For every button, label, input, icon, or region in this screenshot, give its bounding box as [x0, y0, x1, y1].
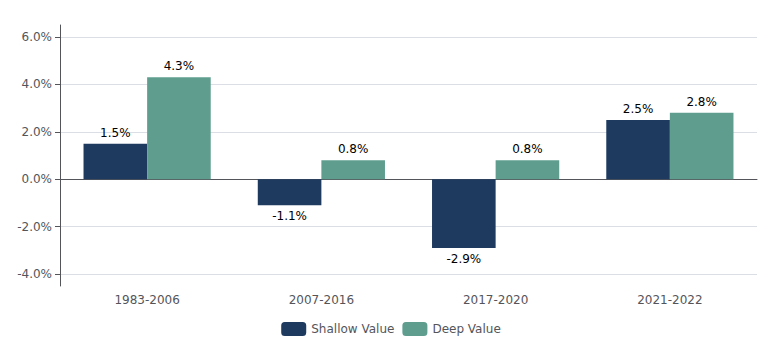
svg-text:2.0%: 2.0% [22, 125, 53, 139]
svg-text:6.0%: 6.0% [22, 30, 53, 44]
svg-text:Shallow Value: Shallow Value [311, 322, 394, 336]
svg-text:0.8%: 0.8% [512, 142, 543, 156]
svg-text:-4.0%: -4.0% [17, 267, 52, 281]
svg-text:-1.1%: -1.1% [272, 209, 307, 223]
svg-text:2017-2020: 2017-2020 [463, 293, 528, 307]
svg-text:1983-2006: 1983-2006 [114, 293, 179, 307]
svg-text:4.3%: 4.3% [164, 59, 195, 73]
svg-text:0.0%: 0.0% [22, 172, 53, 186]
svg-text:2.8%: 2.8% [686, 95, 717, 109]
svg-text:4.0%: 4.0% [22, 77, 53, 91]
svg-text:-2.9%: -2.9% [446, 252, 481, 266]
svg-text:2021-2022: 2021-2022 [637, 293, 702, 307]
svg-text:0.8%: 0.8% [338, 142, 369, 156]
svg-text:1.5%: 1.5% [100, 126, 131, 140]
svg-text:2.5%: 2.5% [623, 102, 654, 116]
svg-text:2007-2016: 2007-2016 [289, 293, 354, 307]
svg-text:Deep Value: Deep Value [432, 322, 500, 336]
svg-text:-2.0%: -2.0% [17, 220, 52, 234]
